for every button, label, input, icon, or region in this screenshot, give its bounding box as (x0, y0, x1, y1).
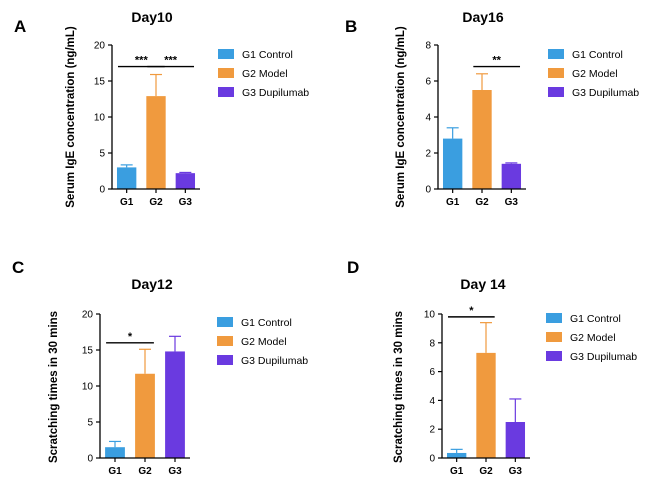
legend-swatch (546, 332, 562, 342)
panel-letter: C (12, 258, 24, 277)
y-tick-label: 4 (429, 396, 435, 407)
bar (472, 90, 492, 189)
y-axis-label: Scratching times in 30 mins (393, 311, 405, 463)
chart-title: Day12 (131, 276, 172, 292)
bar (501, 163, 522, 189)
significance-label: *** (135, 55, 149, 67)
chart-title: Day16 (462, 9, 503, 25)
legend-swatch (217, 355, 233, 365)
bar (135, 373, 155, 458)
legend-swatch (548, 49, 564, 59)
y-tick-label: 5 (99, 149, 105, 160)
y-axis-label: Serum IgE concentration (ng/mL) (395, 26, 407, 208)
y-tick-label: 15 (94, 77, 106, 88)
legend-swatch (546, 351, 562, 361)
y-tick-label: 4 (425, 113, 431, 124)
y-tick-label: 2 (425, 149, 431, 160)
legend-swatch (548, 68, 564, 78)
bar (116, 167, 137, 189)
y-tick-label: 20 (94, 41, 106, 52)
y-tick-label: 5 (87, 418, 93, 429)
legend-swatch (218, 68, 234, 78)
bar (146, 96, 166, 189)
x-tick-label: G3 (509, 466, 523, 477)
legend-swatch (218, 87, 234, 97)
bar (505, 422, 526, 458)
bar (476, 352, 496, 458)
y-tick-label: 8 (429, 338, 435, 349)
chart-title: Day 14 (460, 276, 505, 292)
y-tick-label: 10 (82, 382, 94, 393)
legend-label: G3 Dupilumab (241, 355, 308, 367)
panel-letter: D (347, 258, 359, 277)
x-tick-label: G1 (108, 466, 122, 477)
x-tick-label: G2 (149, 197, 163, 208)
y-tick-label: 0 (99, 185, 105, 196)
y-tick-label: 10 (424, 310, 436, 321)
panel-c: C Day12 Scratching times in 30 mins 0 5 10 15 2… (12, 258, 308, 477)
chart-title: Day10 (131, 9, 172, 25)
y-tick-label: 0 (429, 454, 435, 465)
bar (446, 452, 467, 458)
bar (165, 351, 185, 458)
y-tick-label: 6 (429, 367, 435, 378)
legend-swatch (217, 336, 233, 346)
panel-b: B Day16 Serum IgE concentration (ng/mL) 0 2 4… (345, 9, 639, 208)
legend-label: G3 Dupilumab (570, 351, 637, 363)
legend-label: G1 Control (572, 49, 623, 61)
x-tick-label: G1 (450, 466, 464, 477)
y-tick-label: 8 (425, 41, 431, 52)
panel-a: A Day10 Serum IgE concentration (ng/mL) 0 5 1… (14, 9, 309, 208)
panel-d: D Day 14 Scratching times in 30 mins 0 2 4 6 8 1… (347, 258, 637, 477)
y-tick-label: 20 (82, 310, 94, 321)
legend-label: G2 Model (570, 332, 616, 344)
y-tick-label: 0 (87, 454, 93, 465)
x-tick-label: G2 (138, 466, 152, 477)
y-tick-label: 15 (82, 346, 94, 357)
bar (175, 173, 196, 189)
legend-swatch (217, 317, 233, 327)
significance-label: ** (492, 55, 501, 67)
x-tick-label: G1 (120, 197, 134, 208)
legend-label: G2 Model (242, 68, 288, 80)
x-tick-label: G2 (479, 466, 493, 477)
x-tick-label: G3 (179, 197, 193, 208)
bar (442, 138, 463, 189)
y-tick-label: 2 (429, 425, 435, 436)
x-tick-label: G1 (446, 197, 460, 208)
legend-swatch (546, 313, 562, 323)
significance-label: *** (164, 55, 178, 67)
x-tick-label: G3 (505, 197, 519, 208)
bar (105, 447, 125, 458)
legend-label: G1 Control (570, 313, 621, 325)
panel-letter: A (14, 17, 26, 36)
legend-swatch (548, 87, 564, 97)
legend-label: G1 Control (241, 317, 292, 329)
legend-label: G3 Dupilumab (242, 87, 309, 99)
y-tick-label: 0 (425, 185, 431, 196)
significance-label: * (128, 331, 133, 343)
x-tick-label: G2 (475, 197, 489, 208)
y-axis-label: Scratching times in 30 mins (48, 311, 60, 463)
panel-letter: B (345, 17, 357, 36)
y-tick-label: 10 (94, 113, 106, 124)
y-axis-label: Serum IgE concentration (ng/mL) (65, 26, 77, 208)
significance-label: * (469, 305, 474, 317)
legend-label: G1 Control (242, 49, 293, 61)
legend-label: G3 Dupilumab (572, 87, 639, 99)
legend-label: G2 Model (241, 336, 287, 348)
x-tick-label: G3 (168, 466, 182, 477)
legend-label: G2 Model (572, 68, 618, 80)
y-tick-label: 6 (425, 77, 431, 88)
legend-swatch (218, 49, 234, 59)
